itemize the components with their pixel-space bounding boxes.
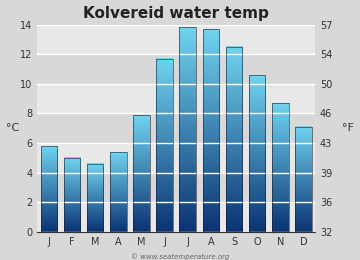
- Bar: [37, 84, 315, 113]
- Bar: [37, 24, 315, 54]
- Bar: [295, 127, 312, 232]
- Bar: [64, 158, 80, 232]
- Bar: [37, 143, 315, 173]
- Bar: [133, 115, 150, 232]
- Bar: [37, 54, 315, 84]
- Bar: [179, 28, 196, 232]
- Title: Kolvereid water temp: Kolvereid water temp: [83, 5, 269, 21]
- Bar: [37, 113, 315, 143]
- Bar: [249, 75, 265, 232]
- Bar: [37, 202, 315, 232]
- Y-axis label: °F: °F: [342, 123, 354, 133]
- Bar: [37, 173, 315, 202]
- Bar: [110, 152, 127, 232]
- Bar: [87, 164, 103, 232]
- Bar: [272, 103, 289, 232]
- Bar: [226, 47, 242, 232]
- Text: © www.seatemperature.org: © www.seatemperature.org: [131, 253, 229, 260]
- Y-axis label: °C: °C: [6, 123, 19, 133]
- Bar: [41, 146, 57, 232]
- Bar: [156, 58, 173, 232]
- Bar: [203, 29, 219, 232]
